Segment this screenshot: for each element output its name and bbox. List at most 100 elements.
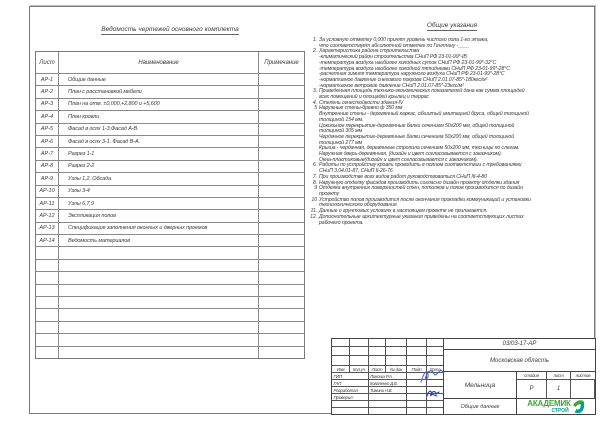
table-row: АР-4 План кровли — [36, 110, 304, 123]
drawings-table: Лист Наименование Примечание АР-1 Общие … — [35, 51, 305, 359]
note-number: 5 — [314, 105, 317, 112]
col-izm: Изм — [332, 366, 350, 373]
row-note — [259, 334, 304, 345]
col-list: Лист — [369, 366, 386, 373]
row-sheet-label: АР-3 — [36, 98, 59, 111]
note-text: Наружную отделку фасадов производить сог… — [319, 179, 520, 186]
row-note — [259, 198, 304, 209]
general-notes-title-text: Общие указания — [426, 22, 478, 31]
row-drawing-name — [59, 272, 259, 284]
row-note — [259, 322, 304, 333]
person-role: ГАП — [332, 380, 369, 387]
row-sheet-label — [36, 346, 59, 358]
table-row: АР-13 Спецификация заполнения оконных и … — [36, 221, 304, 235]
general-notes: Общие указания 1. За условную отметку 0,… — [308, 22, 596, 226]
note-item: 5 Наружные стены-бревно ф 350 мм Внутрен… — [308, 106, 596, 163]
table-row — [36, 246, 304, 259]
drawings-table-title-text: Ведомость чертежей основного комплекта — [101, 26, 239, 35]
sheet-title-row: Общие данные АКАДЕМИК СТРОЙ — [444, 399, 595, 414]
empty-cell — [407, 347, 427, 355]
title-block-main: 03/03-17-АР Московская область Мельница … — [444, 339, 595, 414]
note-text: Отделка внутренних поверхностей стен, по… — [319, 185, 523, 197]
revision-empty-row — [332, 355, 443, 367]
empty-cell — [407, 339, 427, 347]
row-sheet-label — [36, 309, 59, 321]
signature-row: ГИП Лонских Р.А. — [332, 373, 443, 381]
col-ndok: № док — [386, 366, 407, 373]
signature-row: Разработал Тимина Н.В. — [332, 387, 443, 395]
row-sheet-label: АР-1 — [36, 74, 59, 86]
note-item: 12. Дополнительные архитектурные указани… — [308, 213, 596, 226]
company-logo-text: АКАДЕМИК СТРОЙ — [527, 398, 571, 414]
table-row — [36, 258, 304, 272]
stage-value: Р — [517, 380, 547, 398]
empty-cell — [332, 339, 350, 347]
stage-header: стадия лист листов — [517, 372, 595, 380]
row-drawing-name: Разрез 2-2 — [59, 160, 259, 173]
row-note — [259, 297, 304, 308]
note-number: 9 — [314, 185, 317, 192]
row-sheet-label — [36, 334, 59, 346]
note-item: 11. Данные о грунтовых условиях в настоя… — [308, 208, 596, 215]
logo-line2: СТРОЙ — [551, 407, 569, 414]
row-drawing-name: План на отм. ±0,000,+2,800 и +5,600 — [59, 98, 259, 111]
row-sheet-label — [36, 297, 59, 309]
row-drawing-name: Узлы 6,7,9 — [59, 197, 259, 210]
row-note — [259, 86, 304, 97]
note-text: Дополнительные архитектурные указания пр… — [319, 213, 524, 226]
col-podp: Подп — [407, 366, 427, 373]
row-sheet-label: АР-5 — [36, 123, 59, 135]
row-drawing-name: Ведомость материалов — [59, 235, 259, 247]
logo-line1: АКАДЕМИК — [527, 398, 571, 408]
empty-cell — [332, 407, 369, 415]
note-text: Приведенная площадь технико-экономически… — [319, 88, 525, 101]
row-note — [259, 223, 304, 234]
note-number: 12. — [310, 213, 317, 220]
document-number: 03/03-17-АР — [444, 339, 595, 350]
note-text: Данные о грунтовых условиях в настоящем … — [319, 208, 488, 215]
row-drawing-name: Узлы 1,2, Обсада — [59, 173, 259, 185]
row-drawing-name — [59, 284, 259, 297]
person-signature-cell — [407, 394, 427, 401]
row-note — [259, 210, 304, 221]
table-row — [36, 345, 304, 358]
row-sheet-label: АР-11 — [36, 197, 59, 210]
drawings-table-title: Ведомость чертежей основного комплекта — [35, 26, 305, 35]
row-sheet-label: АР-6 — [36, 135, 59, 148]
note-text: Степень огнестойкости здания-IV — [319, 99, 404, 106]
revision-header-row: Изм Кол.уч Лист № док Подп Дата — [332, 366, 443, 374]
empty-cell — [407, 407, 427, 415]
note-number: 6. — [312, 162, 317, 169]
table-row: АР-8 Разрез 2-2 — [36, 159, 304, 173]
table-row: АР-3 План на отм. ±0,000,+2,800 и +5,600 — [36, 97, 304, 111]
table-row: АР-10 Узлы 3-4 — [36, 184, 304, 197]
row-sheet-label — [36, 321, 59, 334]
empty-cell — [407, 355, 427, 366]
table-row — [36, 333, 304, 346]
table-row: АР-5 Фасад в осях 1-3.Фасад А-В. — [36, 122, 304, 135]
stage-block: стадия лист листов Р 1 — [517, 372, 595, 398]
project-row: Мельница стадия лист листов Р 1 — [444, 372, 595, 399]
table-row — [36, 320, 304, 334]
general-notes-title: Общие указания — [308, 22, 596, 31]
table-row — [36, 271, 304, 284]
person-role: Проверил — [332, 394, 369, 401]
row-note — [259, 136, 304, 147]
sheet-frame — [29, 6, 595, 414]
signature-row: ГАП Коваленко Д.В. — [332, 380, 443, 388]
row-note — [259, 186, 304, 197]
table-row — [36, 283, 304, 297]
empty-cell — [332, 401, 369, 407]
row-note — [259, 347, 304, 358]
title-block: Изм Кол.уч Лист № док Подп Дата ГИП Лонс… — [331, 338, 596, 415]
note-number: 10 — [311, 196, 317, 203]
note-item: 7. При производстве всех видов работ рук… — [308, 174, 596, 181]
table-row: АР-6 Фасад в осях 3-1. Фасад В-А. — [36, 134, 304, 148]
empty-cell — [369, 347, 386, 355]
col-header-sheet: Лист — [36, 52, 59, 73]
row-sheet-label — [36, 284, 59, 297]
row-note — [259, 247, 304, 258]
table-row: АР-9 Узлы 1,2, Обсада — [36, 172, 304, 185]
empty-cell — [369, 407, 407, 415]
row-sheet-label: АР-2 — [36, 86, 59, 98]
